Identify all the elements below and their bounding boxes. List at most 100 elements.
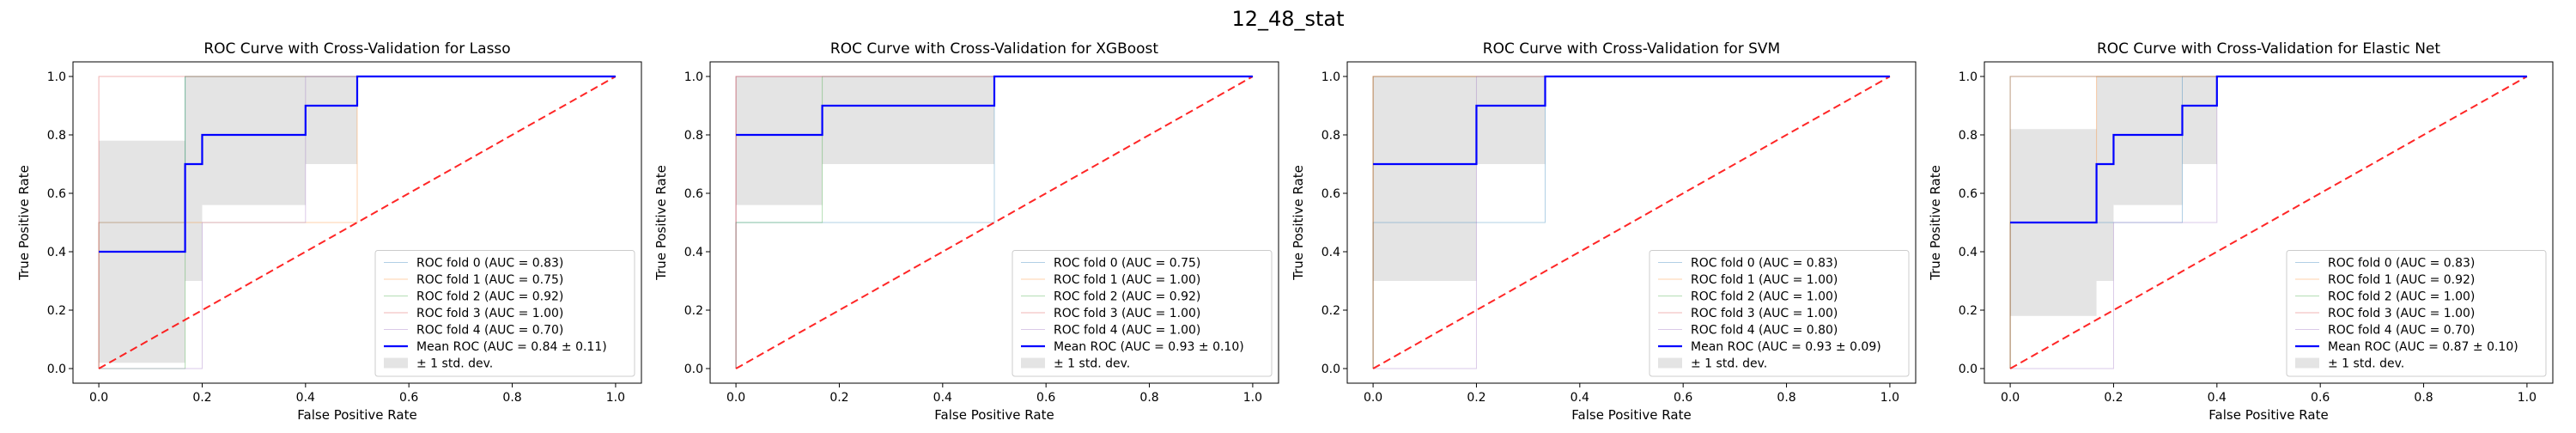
legend-std-label: ± 1 std. dev. [1691,357,1767,371]
x-tick-label: 0.4 [2208,391,2227,405]
y-tick-label: 0.6 [1959,187,1978,201]
x-tick-label: 0.4 [296,391,315,405]
x-axis-label: False Positive Rate [1571,407,1691,423]
mean-roc-line [99,75,616,253]
roc-panel-0: ROC Curve with Cross-Validation for Lass… [16,40,642,423]
legend-std-swatch [1658,357,1682,369]
x-tick-label: 0.8 [502,391,521,405]
legend-std-label: ± 1 std. dev. [1054,357,1130,371]
x-tick-label: 0.0 [2001,391,2020,405]
x-tick-label: 0.6 [1036,391,1055,405]
axes-frame [1984,61,2554,384]
plot-area [1372,75,1891,369]
y-axis-label: True Positive Rate [1928,165,1943,281]
mean-roc-line [2010,75,2527,224]
x-tick-label: 0.2 [192,391,211,405]
std-dev-band [1373,76,1890,281]
y-tick-label: 0.4 [1321,246,1340,259]
mean-roc-line [1373,75,1890,166]
x-axis-label: False Positive Rate [2208,407,2328,423]
y-tick-label: 0.8 [1959,129,1978,143]
chance-line [1372,76,1891,369]
x-tick-label: 0.6 [1674,391,1692,405]
x-tick-label: 1.0 [1243,391,1262,405]
y-tick-label: 1.0 [684,70,703,84]
legend-fold-1-label: ROC fold 1 (AUC = 0.92) [2328,273,2475,287]
y-tick-label: 0.4 [684,246,703,259]
legend-fold-2-label: ROC fold 2 (AUC = 0.92) [416,290,563,304]
legend-fold-2-label: ROC fold 2 (AUC = 0.92) [1054,290,1200,304]
panel-title: ROC Curve with Cross-Validation for XGBo… [830,40,1159,58]
legend-std-swatch [1021,357,1045,369]
x-tick-label: 0.4 [1571,391,1589,405]
y-tick-label: 0.4 [1959,246,1978,259]
y-tick-label: 0.2 [47,304,66,318]
y-tick-label: 0.6 [1321,187,1340,201]
x-tick-label: 0.0 [1364,391,1382,405]
y-tick-label: 0.4 [47,246,66,259]
x-tick-label: 0.2 [829,391,848,405]
legend-box [1012,250,1273,377]
y-tick-label: 0.8 [47,129,66,143]
x-tick-label: 0.8 [1777,391,1795,405]
figure-title: 12_48_stat [1231,7,1344,31]
legend-fold-2-label: ROC fold 2 (AUC = 1.00) [1691,290,1838,304]
plot-area [735,75,1254,369]
legend-mean-label: Mean ROC (AUC = 0.93 ± 0.10) [1054,340,1244,354]
x-tick-label: 1.0 [606,391,625,405]
y-tick-label: 1.0 [47,70,66,84]
legend-fold-4-label: ROC fold 4 (AUC = 0.80) [1691,324,1838,338]
mean-roc-line [736,75,1253,137]
legend-fold-3-label: ROC fold 3 (AUC = 1.00) [416,307,563,320]
y-tick-label: 1.0 [1321,70,1340,84]
x-tick-label: 0.4 [933,391,952,405]
chance-line [735,76,1254,369]
legend-fold-2-label: ROC fold 2 (AUC = 1.00) [2328,290,2475,304]
x-tick-label: 0.6 [399,391,418,405]
y-tick-label: 0.6 [684,187,703,201]
panel-title: ROC Curve with Cross-Validation for Lass… [204,40,510,58]
legend-fold-0-label: ROC fold 0 (AUC = 0.83) [2328,257,2475,271]
x-tick-label: 0.8 [1139,391,1158,405]
std-dev-band [736,76,1253,205]
legend-box [2286,250,2547,377]
panel-title: ROC Curve with Cross-Validation for SVM [1483,40,1780,58]
legend-fold-3-label: ROC fold 3 (AUC = 1.00) [1691,307,1838,320]
x-tick-label: 1.0 [1880,391,1899,405]
x-tick-label: 0.0 [726,391,745,405]
x-tick-label: 0.0 [89,391,108,405]
roc-fold-2-line [735,76,1253,369]
legend-fold-0-label: ROC fold 0 (AUC = 0.75) [1054,257,1200,271]
legend-fold-4-label: ROC fold 4 (AUC = 0.70) [416,324,563,338]
legend-mean-label: Mean ROC (AUC = 0.84 ± 0.11) [416,340,607,354]
y-axis-label: True Positive Rate [653,165,669,281]
y-tick-label: 0.2 [1321,304,1340,318]
x-tick-label: 0.2 [1467,391,1485,405]
legend-std-swatch [2295,357,2319,369]
axes-frame [72,61,642,384]
legend: ROC fold 0 (AUC = 0.83) ROC fold 1 (AUC =… [2286,250,2547,377]
x-tick-label: 0.8 [2414,391,2433,405]
plot-area [98,75,617,369]
chance-line [2009,76,2528,369]
y-tick-label: 0.2 [1959,304,1978,318]
std-dev-band [2010,76,2527,316]
roc-panel-3: ROC Curve with Cross-Validation for Elas… [1928,40,2554,423]
y-tick-label: 0.8 [1321,129,1340,143]
legend: ROC fold 0 (AUC = 0.83) ROC fold 1 (AUC =… [374,250,635,377]
legend-mean-label: Mean ROC (AUC = 0.93 ± 0.09) [1691,340,1881,354]
axes-frame [1346,61,1917,384]
y-tick-label: 1.0 [1959,70,1978,84]
x-tick-label: 0.2 [2104,391,2123,405]
y-axis-label: True Positive Rate [16,165,32,281]
legend-std-label: ± 1 std. dev. [416,357,493,371]
legend-std-swatch [384,357,408,369]
y-axis-label: True Positive Rate [1291,165,1306,281]
y-tick-label: 0.0 [1959,363,1978,376]
y-tick-label: 0.8 [684,129,703,143]
y-tick-label: 0.0 [47,363,66,376]
axes-frame [709,61,1279,384]
legend-fold-1-label: ROC fold 1 (AUC = 0.75) [416,273,563,287]
